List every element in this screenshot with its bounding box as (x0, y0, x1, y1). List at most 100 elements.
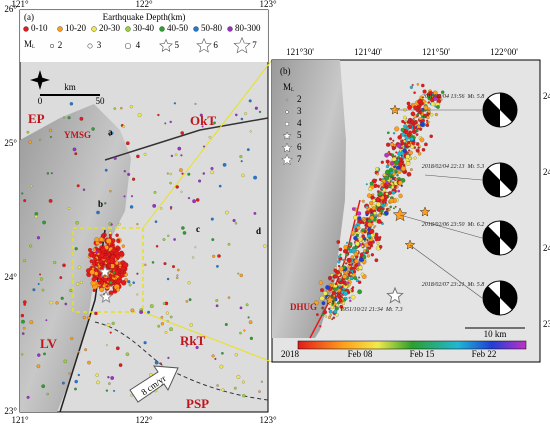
quake (403, 124, 408, 129)
quake (380, 209, 384, 213)
quake (94, 268, 99, 272)
quake (49, 136, 52, 138)
quake (319, 325, 322, 328)
quake (389, 198, 394, 204)
quake (373, 183, 378, 188)
quake (418, 111, 422, 115)
quake (76, 184, 80, 188)
quake (338, 247, 343, 252)
okt-line (104, 117, 269, 161)
quake (127, 172, 131, 176)
quake (239, 331, 242, 335)
quake (188, 298, 192, 301)
quake (176, 274, 179, 277)
legend-label: 7 (297, 154, 302, 164)
quake (59, 276, 63, 279)
quake (338, 298, 343, 303)
quake (358, 236, 363, 242)
quake (394, 155, 397, 158)
quake (216, 384, 219, 387)
leader (424, 174, 483, 181)
quake (394, 160, 399, 166)
quake (343, 290, 348, 296)
quake (351, 286, 355, 289)
quake (355, 255, 359, 259)
quake (397, 180, 403, 186)
quake (187, 281, 191, 285)
legend-label: 2 (58, 40, 63, 50)
quake (356, 211, 362, 216)
quake (388, 152, 392, 156)
quake (109, 331, 112, 334)
leader (399, 214, 483, 239)
quake (225, 210, 229, 215)
quake (385, 164, 390, 169)
quake (160, 322, 164, 326)
quake (180, 190, 183, 193)
quake (329, 283, 332, 286)
quake (361, 242, 364, 245)
quake (258, 390, 261, 393)
quake (68, 372, 71, 375)
quake (169, 120, 172, 124)
quake (338, 266, 344, 272)
quake (358, 265, 363, 270)
quake (371, 223, 374, 226)
quake (39, 277, 44, 281)
quake (41, 384, 46, 389)
legend-label: 10-20 (65, 23, 86, 33)
quake (107, 264, 112, 268)
quake (391, 190, 396, 195)
quake (94, 311, 98, 316)
quake (28, 140, 32, 144)
legend-label: 0-10 (31, 23, 48, 33)
quake (369, 215, 375, 221)
quake (340, 280, 343, 282)
quake (339, 278, 342, 281)
quake (426, 113, 430, 117)
quake (424, 142, 428, 147)
quake (334, 305, 337, 308)
legend-label: 6 (213, 40, 218, 50)
quake (53, 260, 57, 265)
legend-box (20, 10, 268, 62)
quake (20, 313, 25, 318)
quake (129, 205, 134, 209)
quake (368, 187, 373, 191)
quake (144, 263, 147, 266)
quake (162, 302, 166, 305)
quake (120, 107, 123, 110)
quake (167, 356, 170, 359)
quakes-b (314, 83, 445, 328)
place-label: EP (28, 111, 45, 126)
quake (392, 177, 396, 181)
taiwan-land (20, 104, 131, 412)
fault-label: a (108, 127, 113, 137)
quake (355, 279, 359, 283)
quake (337, 260, 341, 264)
quake (420, 101, 424, 106)
quake (337, 301, 340, 305)
axes-b: 121°30' 121°40' 121°50' 122°00' 24°20' 24°10'… (286, 47, 550, 359)
beachball-quadrant (483, 221, 517, 255)
quake (436, 105, 440, 109)
legend-star (281, 153, 293, 166)
quake (319, 295, 325, 301)
quake (122, 262, 129, 268)
quake (390, 161, 395, 166)
quake (410, 144, 415, 149)
quake (210, 217, 214, 221)
historic-label: 1951/10/21 21:34 ML 7.3 (340, 306, 403, 313)
taiwan-land-b (272, 60, 346, 338)
quake (149, 304, 154, 308)
quake (60, 296, 64, 300)
event-star (392, 207, 408, 222)
quake (55, 301, 59, 305)
quake (105, 389, 109, 392)
quake (355, 241, 360, 247)
quake (357, 289, 362, 295)
quake (185, 300, 189, 303)
quake (369, 181, 374, 186)
quake (116, 238, 121, 243)
